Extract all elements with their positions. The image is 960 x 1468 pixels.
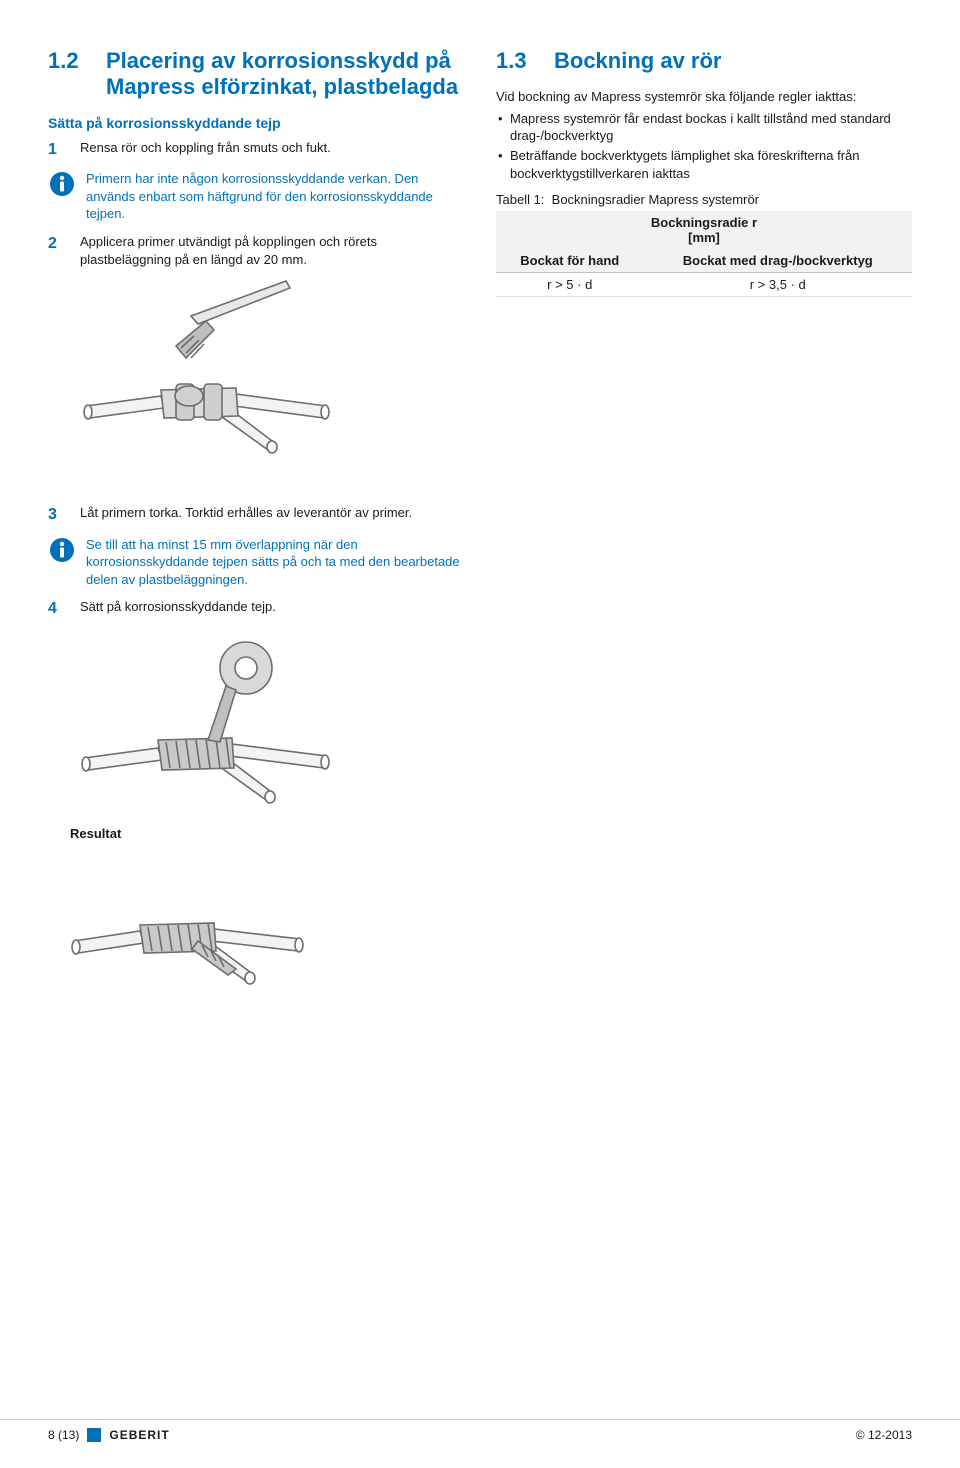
step-1: 1 Rensa rör och koppling från smuts och … — [48, 139, 464, 161]
bock-table: Bockningsradie r [mm] Bockat för hand Bo… — [496, 211, 912, 297]
footer-date: © 12-2013 — [856, 1428, 912, 1442]
bullet-list: Mapress systemrör får endast bockas i ka… — [496, 110, 912, 182]
info-box-2: Se till att ha minst 15 mm överlappning … — [48, 536, 480, 589]
bullet-item: Beträffande bockverktygets lämplighet sk… — [496, 147, 912, 182]
result-label: Resultat — [70, 826, 480, 841]
table-header-unit: [mm] — [688, 230, 720, 245]
table-header-main: Bockningsradie r [mm] — [496, 211, 912, 249]
section-title: Bockning av rör — [554, 48, 721, 74]
step-text: Rensa rör och koppling från smuts och fu… — [80, 139, 464, 161]
bullet-item: Mapress systemrör får endast bockas i ka… — [496, 110, 912, 145]
step-4: 4 Sätt på korrosionsskyddande tejp. — [48, 598, 480, 620]
info-text: Se till att ha minst 15 mm överlappning … — [86, 536, 480, 589]
section-number: 1.3 — [496, 48, 536, 74]
table-cell: r > 5 · d — [496, 273, 643, 297]
step-3: 3 Låt primern torka. Torktid erhålles av… — [48, 504, 480, 526]
section-heading-1-2: 1.2 Placering av korrosionsskydd på Mapr… — [48, 48, 464, 101]
table-col-header: Bockat för hand — [496, 249, 643, 273]
page-footer: 8 (13) GEBERIT © 12-2013 — [0, 1419, 960, 1442]
table-caption-prefix: Tabell 1: — [496, 192, 544, 207]
info-icon — [48, 170, 76, 223]
table-caption: Tabell 1: Bockningsradier Mapress system… — [496, 192, 912, 207]
page-number: 8 (13) — [48, 1428, 79, 1442]
step-text: Låt primern torka. Torktid erhålles av l… — [80, 504, 480, 526]
brand-icon — [87, 1428, 101, 1442]
table-header-text: Bockningsradie r — [651, 215, 757, 230]
info-box-1: Primern har inte någon korrosionsskyddan… — [48, 170, 464, 223]
step-number: 1 — [48, 139, 66, 161]
illustration-result — [68, 849, 308, 999]
step-number: 2 — [48, 233, 66, 268]
step-number: 4 — [48, 598, 66, 620]
step-number: 3 — [48, 504, 66, 526]
step-2: 2 Applicera primer utvändigt på koppling… — [48, 233, 464, 268]
table-caption-text: Bockningsradier Mapress systemrör — [552, 192, 759, 207]
section-title: Placering av korrosionsskydd på Mapress … — [106, 48, 464, 101]
step-text: Applicera primer utvändigt på kopplingen… — [80, 233, 464, 268]
brand-name: GEBERIT — [109, 1428, 169, 1442]
info-text: Primern har inte någon korrosionsskyddan… — [86, 170, 464, 223]
section-number: 1.2 — [48, 48, 88, 101]
illustration-tape — [76, 628, 336, 808]
subheading: Sätta på korrosionsskyddande tejp — [48, 115, 464, 131]
info-icon — [48, 536, 76, 589]
table-cell: r > 3,5 · d — [643, 273, 912, 297]
step-text: Sätt på korrosionsskyddande tejp. — [80, 598, 480, 620]
illustration-brush — [76, 276, 336, 456]
table-col-header: Bockat med drag-/bockverktyg — [643, 249, 912, 273]
intro-text: Vid bockning av Mapress systemrör ska fö… — [496, 88, 912, 106]
section-heading-1-3: 1.3 Bockning av rör — [496, 48, 912, 74]
